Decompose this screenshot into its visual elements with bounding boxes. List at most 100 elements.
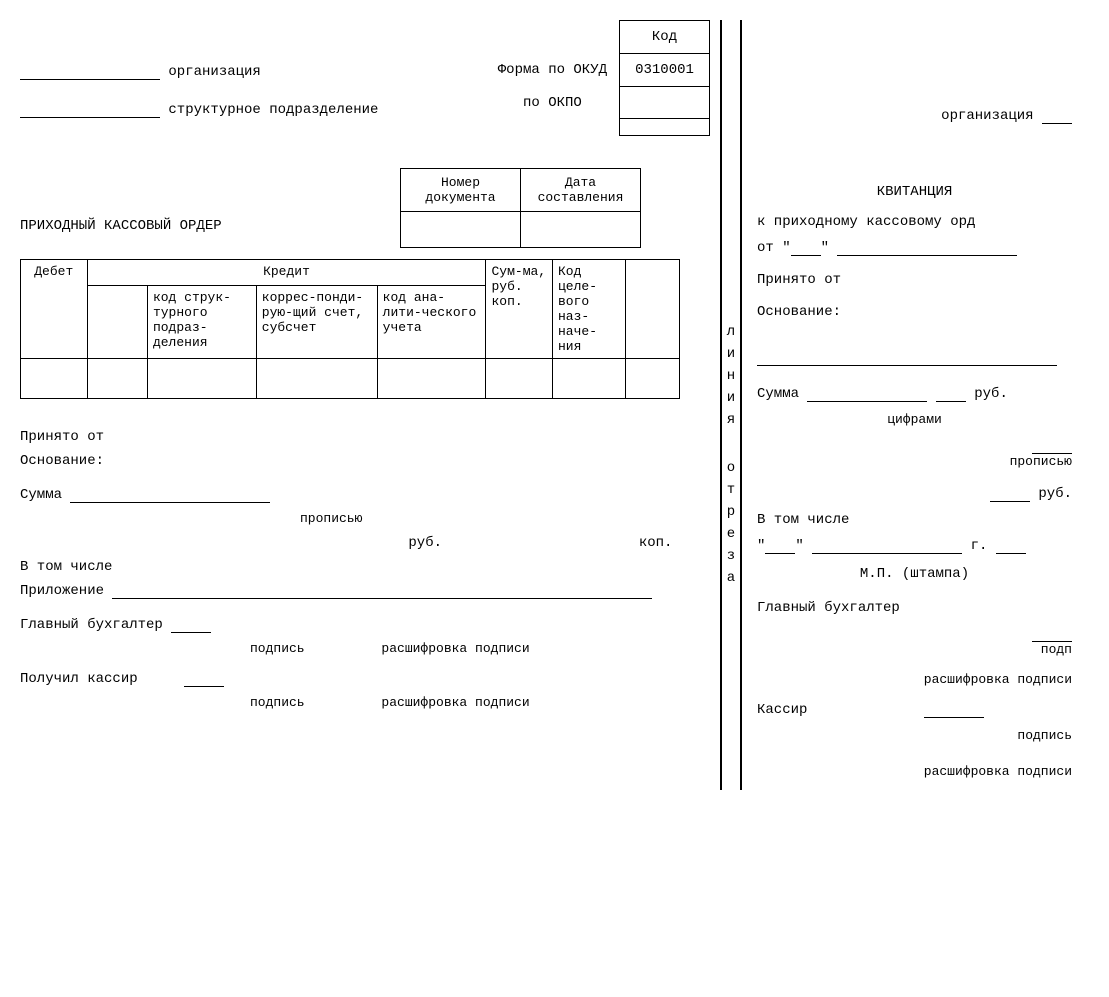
decoding-label-1: расшифровка подписи [381,641,529,656]
credit-header: Кредит [87,260,486,286]
chief-accountant-row: Главный бухгалтер [20,617,710,633]
analytic-code-header: код ана-лити-ческого учета [377,285,486,358]
r-chief-row: Главный бухгалтер [757,600,1072,616]
credit-cell-2[interactable] [147,359,256,399]
debit-credit-table: Дебет Кредит Сум-ма, руб. коп. Код целе-… [20,259,680,399]
basis-label: Основание: [20,453,104,469]
corr-account-header: коррес-понди-рую-щий счет, субсчет [256,285,377,358]
purpose-header: Код целе-вого наз-наче-ния [552,260,625,359]
vchar: н [727,368,735,384]
attachment-row: Приложение [20,583,710,599]
r-cashier-sign-blank[interactable] [924,704,984,718]
struct-blank[interactable] [20,104,160,118]
r-signature-label: подпись [1017,728,1072,743]
r-stamp: М.П. (штампа) [860,566,969,582]
r-chief-label: Главный бухгалтер [757,600,900,616]
r-decode-1: расшифровка подписи [924,672,1072,687]
r-rub-blank[interactable] [936,388,966,402]
including-row: В том числе [20,559,710,575]
struct-label: структурное подразделение [168,102,378,118]
purpose-cell[interactable] [552,359,625,399]
inwords-label: прописью [300,511,362,526]
form-container: Код Форма по ОКУД 0310001 по ОКПО органи… [20,20,1089,790]
r-inwords-blank[interactable] [1032,440,1072,454]
r-date2-row: "" г. [757,538,1072,554]
r-cashier-label: Кассир [757,702,807,718]
r-digits-row: цифрами [757,412,1072,428]
r-from: от [757,240,774,256]
cashier-row: Получил кассир [20,671,710,687]
code-header: Код [620,21,710,54]
r-day2[interactable] [765,540,795,554]
struct-row: структурное подразделение [20,102,710,118]
r-year: г. [971,538,988,554]
r-org-row: организация [757,108,1072,124]
sum-cell[interactable] [486,359,553,399]
r-cashier-decode-row: расшифровка подписи [757,764,1072,780]
vchar: т [727,482,735,498]
attachment-blank[interactable] [112,585,652,599]
main-title: ПРИХОДНЫЙ КАССОВЫЙ ОРДЕР [20,218,710,234]
doc-date-label: Дата составления [521,169,641,212]
r-basis-blank[interactable] [757,352,1057,366]
code-empty[interactable] [620,119,710,136]
credit-cell-1[interactable] [87,359,147,399]
r-rub2-row: руб. [757,486,1072,502]
cashier-sign-sub: подпись расшифровка подписи [20,695,710,711]
left-panel: Код Форма по ОКУД 0310001 по ОКПО органи… [20,20,720,790]
attachment-label: Приложение [20,583,104,599]
r-basis-line [757,350,1072,366]
org-blank[interactable] [20,66,160,80]
including-label: В том числе [20,559,112,575]
r-toorder-row: к приходному кассовому орд [757,214,1072,230]
debit-cell[interactable] [21,359,88,399]
chief-sign-blank[interactable] [171,619,211,633]
r-received-label: Принято от [757,272,841,288]
r-org-blank[interactable] [1042,110,1072,124]
r-date-rest[interactable] [837,242,1017,256]
r-digits-label: цифрами [887,412,942,427]
credit-cell-4[interactable] [377,359,486,399]
vchar: о [727,460,735,476]
doc-number-table: Номер документа Дата составления [400,168,641,248]
r-month2[interactable] [812,540,962,554]
r-chief-sign-row: подп [757,626,1072,658]
vchar: я [727,412,735,428]
inwords-row: прописью [20,511,710,527]
r-sum-blank[interactable] [807,388,927,402]
r-decode-2: расшифровка подписи [924,764,1072,779]
r-basis-row: Основание: [757,304,1072,320]
r-chief-sign-blank[interactable] [1032,628,1072,642]
basis-row: Основание: [20,453,710,469]
sum-header: Сум-ма, руб. коп. [486,260,553,359]
blank-cell[interactable] [625,359,679,399]
vchar: р [727,504,735,520]
credit-sub1 [87,285,147,358]
r-org-label: организация [941,108,1033,124]
credit-cell-3[interactable] [256,359,377,399]
r-from-row: от "" [757,240,1072,256]
decoding-label-2: расшифровка подписи [381,695,529,710]
r-toorder: к приходному кассовому орд [757,214,975,230]
received-from-row: Принято от [20,429,710,445]
r-including-label: В том числе [757,512,849,528]
r-inwords-row: прописью [757,438,1072,470]
org-label: организация [168,64,260,80]
r-chief-decode-row: расшифровка подписи [757,672,1072,688]
cut-line: л и н и я о т р е з а [720,20,742,790]
cashier-sign-blank[interactable] [184,673,224,687]
chief-accountant-label: Главный бухгалтер [20,617,163,633]
sum-row: Сумма [20,487,710,503]
r-including-row: В том числе [757,512,1072,528]
kop-label: коп. [639,535,673,551]
rub-label: руб. [408,535,442,551]
sum-blank[interactable] [70,489,270,503]
received-from-label: Принято от [20,429,104,445]
r-rub2-blank[interactable] [990,488,1030,502]
r-cashier-sign-sub: подпись [757,728,1072,744]
r-rub2: руб. [1038,486,1072,502]
debit-header: Дебет [21,260,88,359]
r-date-day[interactable] [791,242,821,256]
struct-code-header: код струк-турного подраз-деления [147,285,256,358]
r-year-blank[interactable] [996,540,1026,554]
